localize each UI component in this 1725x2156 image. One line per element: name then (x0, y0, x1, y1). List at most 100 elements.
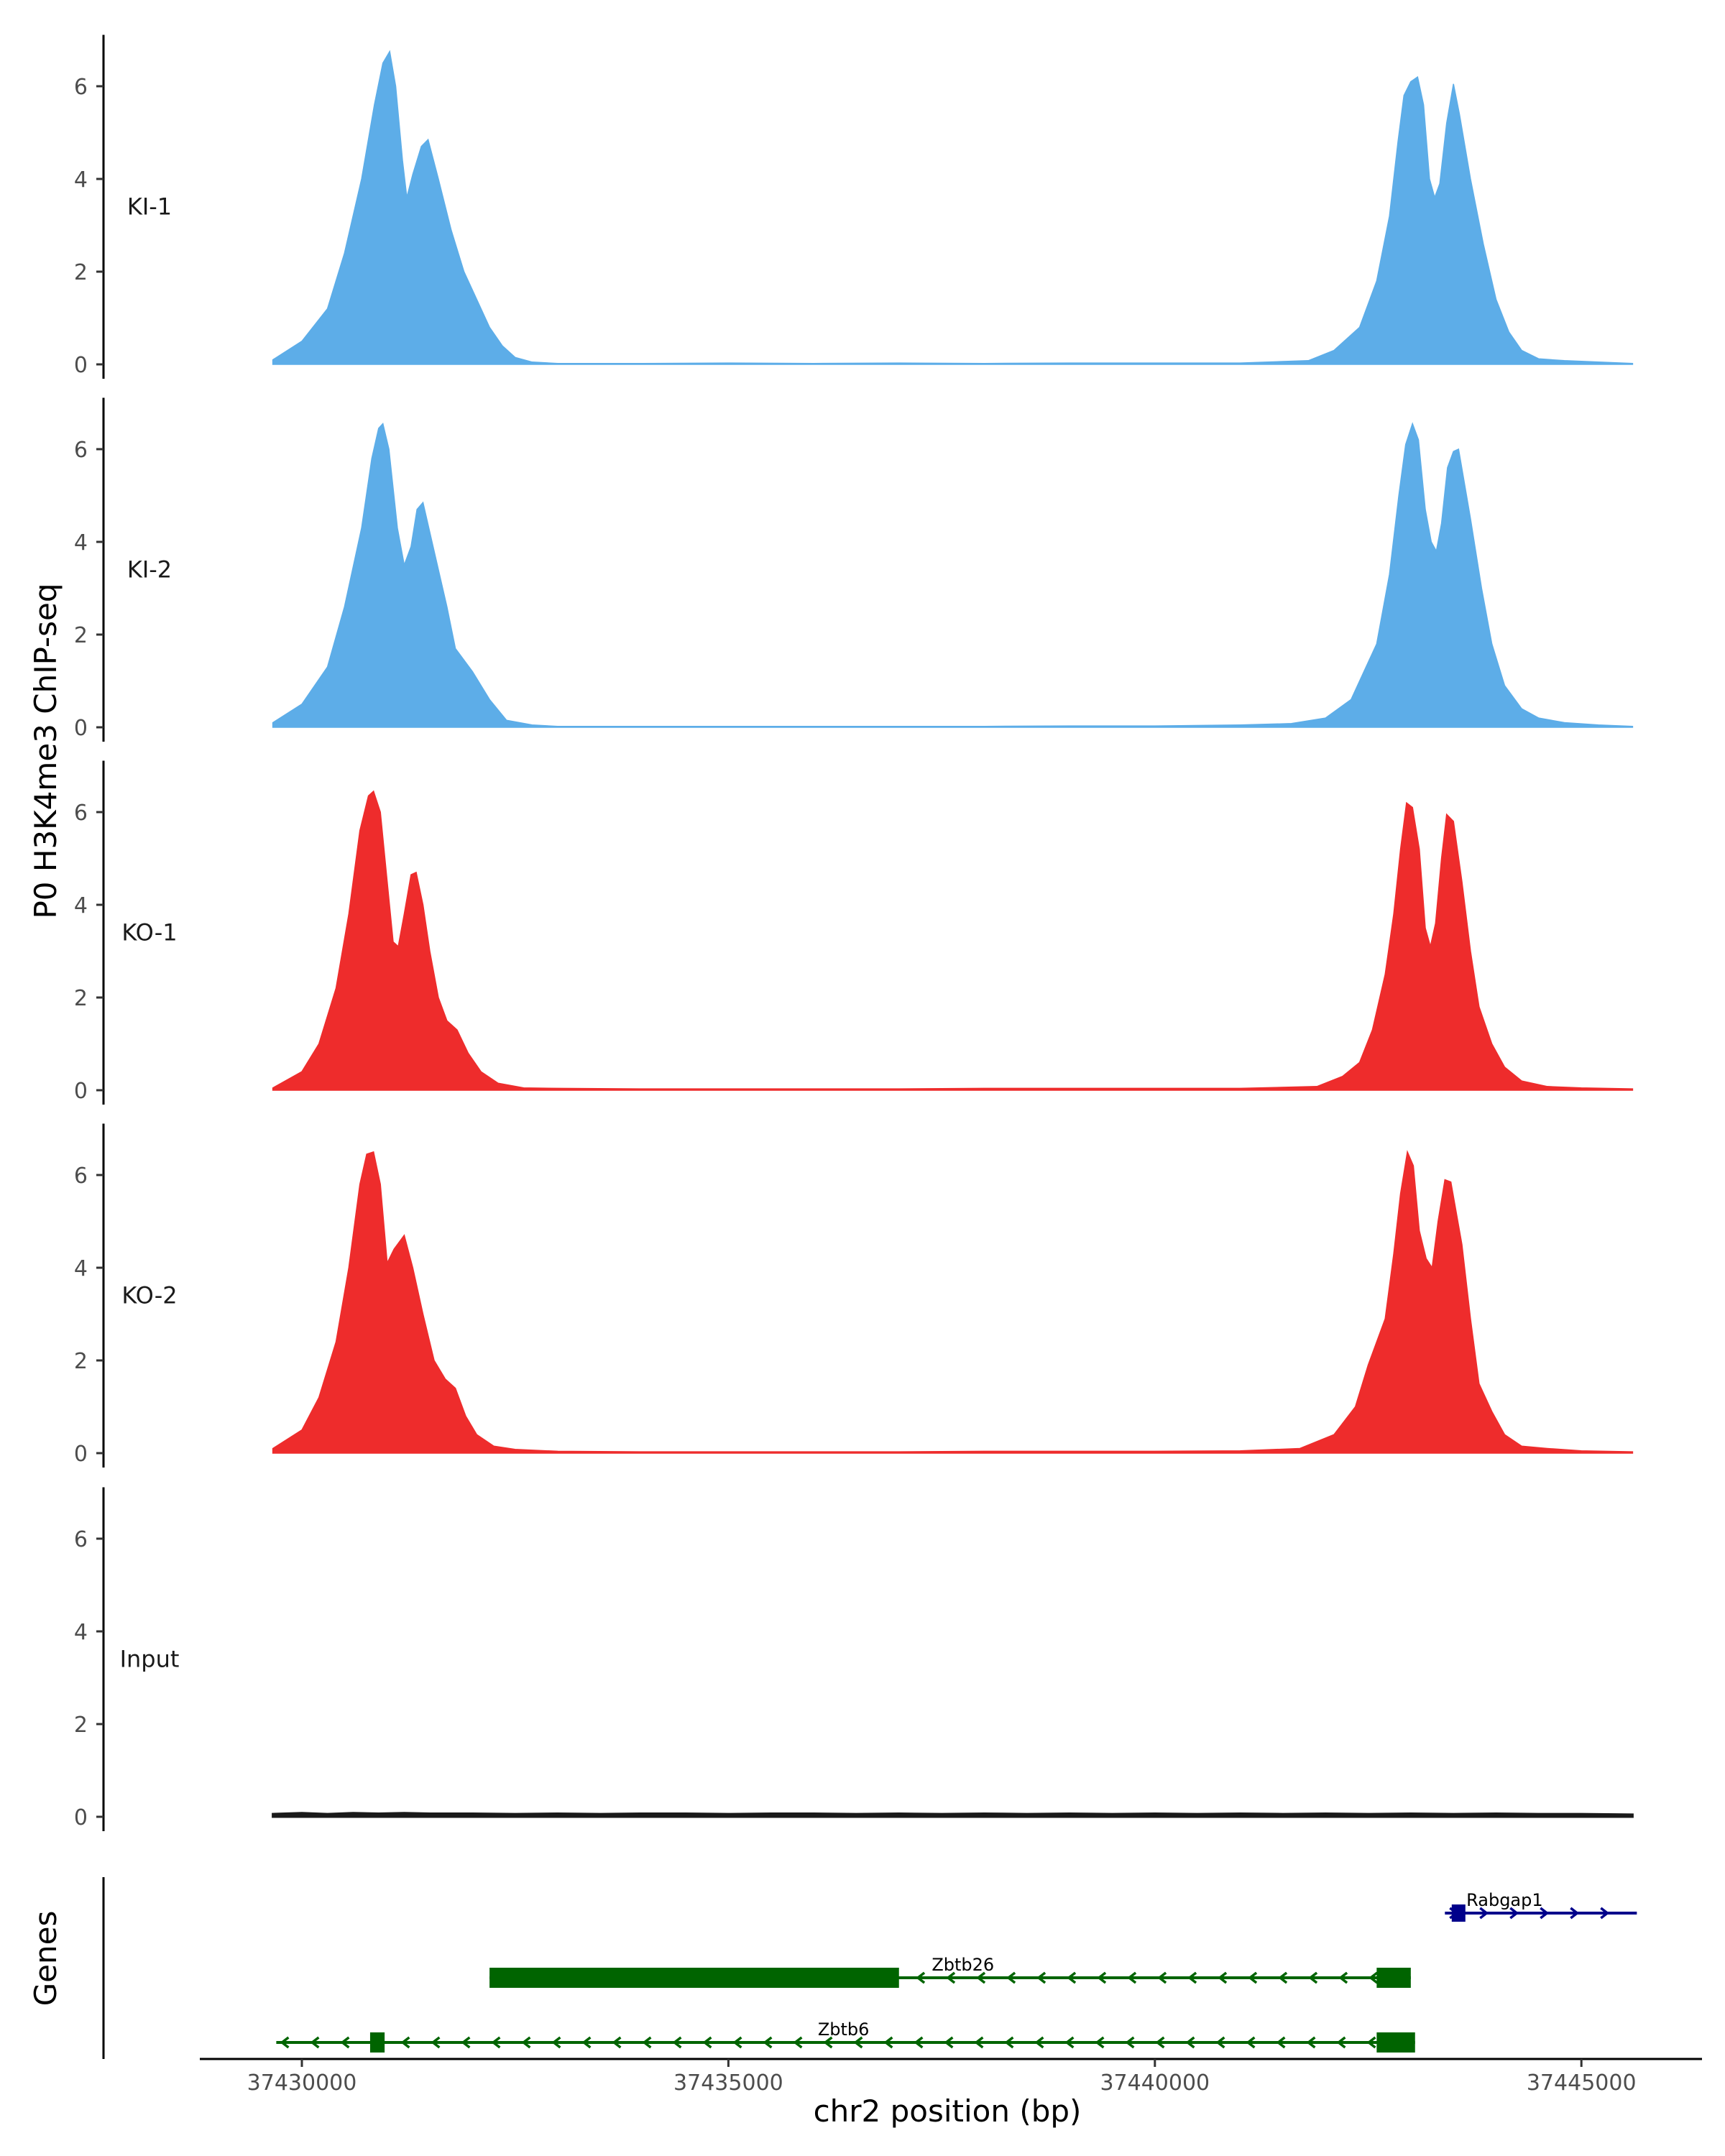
strand-arrow (1036, 1971, 1046, 1984)
strand-arrow (310, 2036, 320, 2049)
y-axis-title: P0 H3K4me3 ChIP-seq (28, 583, 63, 918)
track-label: KO-2 (121, 1282, 177, 1309)
strand-arrow (1157, 1971, 1167, 1984)
strand-arrow (883, 2036, 893, 2049)
strand-arrow (1336, 2036, 1346, 2049)
strand-arrow (491, 2036, 501, 2049)
strand-arrow (340, 2036, 350, 2049)
strand-arrow (702, 2036, 712, 2049)
genes-layer: Rabgap1 Zbtb26 Zbtb6 (102, 1877, 1637, 2059)
strand-arrow (280, 2036, 290, 2049)
strand-arrow (946, 1971, 956, 1984)
strand-arrow (763, 2036, 773, 2049)
strand-arrow (1215, 2036, 1225, 2049)
x-axis-title: chr2 position (bp) (814, 2093, 1082, 2129)
gene-zbtb26: Zbtb26 (489, 1955, 1411, 1988)
gene-label: Zbtb26 (932, 1955, 994, 1975)
x-tick-label: 37445000 (1527, 2070, 1637, 2096)
strand-arrow (400, 2036, 410, 2049)
y-tick-label: 2 (74, 1349, 88, 1374)
y-tick-label: 6 (74, 1527, 88, 1552)
strand-arrow (1067, 1971, 1077, 1984)
strand-arrow (461, 2036, 471, 2049)
exon-block (369, 2032, 385, 2053)
strand-arrow (581, 2036, 592, 2049)
strand-arrow (1338, 1971, 1348, 1984)
strand-arrow (732, 2036, 742, 2049)
strand-arrow (1095, 2036, 1105, 2049)
track-label: KO-1 (121, 919, 177, 946)
y-tick-label: 0 (74, 353, 88, 378)
strand-arrow (1218, 1971, 1228, 1984)
strand-arrow (431, 2036, 441, 2049)
track-label: KI-1 (127, 193, 172, 221)
y-tick-label: 4 (74, 1620, 88, 1645)
y-tick-label: 0 (74, 1805, 88, 1830)
strand-arrow (1600, 1907, 1610, 1920)
strand-arrow (551, 2036, 561, 2049)
strand-arrow (823, 2036, 833, 2049)
x-tick-label: 37440000 (1100, 2070, 1210, 2096)
track-ko-2: 0 2 4 6 KO-2 (74, 1123, 1634, 1468)
track-label: KI-2 (127, 556, 172, 584)
signal-area (272, 1150, 1634, 1454)
strand-arrow (1097, 1971, 1107, 1984)
strand-arrow (1276, 2036, 1286, 2049)
strand-arrow (1509, 1907, 1519, 1920)
strand-arrow (976, 1971, 986, 1984)
y-tick-label: 4 (74, 530, 88, 556)
y-tick-label: 6 (74, 438, 88, 463)
strand-arrow (612, 2036, 622, 2049)
strand-arrow (1064, 2036, 1075, 2049)
y-tick-label: 6 (74, 75, 88, 100)
strand-arrow (1278, 1971, 1288, 1984)
gene-zbtb6: Zbtb6 (276, 2019, 1415, 2053)
strand-arrow (1306, 2036, 1316, 2049)
track-ko-1: 0 2 4 6 KO-1 (74, 760, 1634, 1105)
axis-layer: 37430000 37435000 37440000 37445000 (200, 2058, 1702, 2096)
strand-arrow (1366, 2036, 1376, 2049)
strand-arrow (1368, 1971, 1379, 1984)
y-tick-label: 6 (74, 801, 88, 826)
tracks-layer: 0 2 4 6 KI-1 0 2 4 6 KI-2 0 2 4 6 KO-1 0 2 4 6 KO-2 0 2 4 6 Inpu… (74, 34, 1634, 1831)
strand-arrow (1185, 2036, 1195, 2049)
y-tick-label: 2 (74, 623, 88, 648)
strand-arrow (1308, 1971, 1318, 1984)
track-label: Input (120, 1646, 180, 1673)
y-tick-label: 6 (74, 1164, 88, 1189)
genes-axis-title: Genes (28, 1911, 63, 2007)
signal-area (272, 1812, 1634, 1818)
exon-block (1451, 1904, 1466, 1922)
signal-area (272, 50, 1634, 365)
y-tick-label: 0 (74, 1079, 88, 1104)
exon-block (1376, 1968, 1411, 1988)
track-ki-1: 0 2 4 6 KI-1 (74, 34, 1634, 379)
track-ki-2: 0 2 4 6 KI-2 (74, 397, 1634, 742)
strand-arrow (1155, 2036, 1165, 2049)
signal-area (272, 422, 1634, 728)
strand-arrow (853, 2036, 863, 2049)
strand-arrow (974, 2036, 984, 2049)
gene-rabgap1: Rabgap1 (1445, 1890, 1637, 1922)
strand-arrow (1125, 2036, 1135, 2049)
strand-arrow (672, 2036, 682, 2049)
strand-arrow (1187, 1971, 1197, 1984)
track-input: 0 2 4 6 Input (74, 1487, 1634, 1831)
y-tick-label: 2 (74, 986, 88, 1011)
y-tick-label: 2 (74, 260, 88, 285)
strand-arrow (642, 2036, 652, 2049)
strand-arrow (1034, 2036, 1044, 2049)
y-tick-label: 4 (74, 893, 88, 918)
y-tick-label: 0 (74, 716, 88, 741)
strand-arrow (1570, 1907, 1580, 1920)
strand-arrow (1540, 1907, 1550, 1920)
strand-arrow (1006, 1971, 1016, 1984)
strand-arrow (944, 2036, 954, 2049)
strand-arrow (1004, 2036, 1014, 2049)
exon-block (489, 1968, 899, 1988)
strand-arrow (914, 2036, 924, 2049)
strand-arrow (1479, 1907, 1489, 1920)
y-tick-label: 0 (74, 1442, 88, 1467)
strand-arrow (1127, 1971, 1137, 1984)
